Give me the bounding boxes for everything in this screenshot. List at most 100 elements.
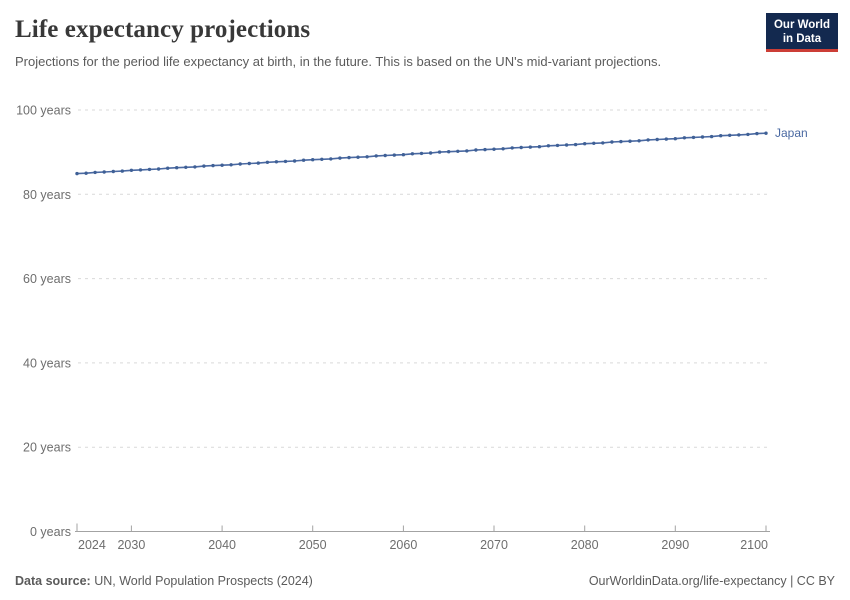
data-point bbox=[419, 151, 424, 156]
data-source-label: Data source: bbox=[15, 574, 91, 588]
data-point bbox=[129, 168, 134, 172]
data-point bbox=[592, 141, 596, 145]
data-point bbox=[628, 139, 632, 143]
series-label: Japan bbox=[775, 126, 808, 140]
data-point bbox=[673, 137, 677, 141]
data-point bbox=[465, 149, 469, 153]
owid-logo-line2: in Data bbox=[782, 33, 822, 45]
data-point bbox=[764, 131, 768, 135]
data-point bbox=[220, 163, 224, 167]
data-point bbox=[601, 141, 605, 145]
data-point bbox=[338, 156, 342, 160]
data-point bbox=[437, 150, 442, 154]
data-point bbox=[700, 135, 705, 139]
chart-header: Life expectancy projections Projections … bbox=[0, 0, 850, 71]
data-point bbox=[156, 167, 161, 171]
data-point bbox=[274, 160, 279, 164]
data-point bbox=[528, 145, 532, 149]
x-tick-label: 2070 bbox=[480, 538, 508, 552]
data-point bbox=[301, 158, 306, 162]
data-point bbox=[238, 162, 242, 166]
data-point bbox=[410, 152, 415, 156]
y-tick-label: 80 years bbox=[23, 188, 71, 202]
data-point bbox=[365, 155, 369, 159]
data-point bbox=[75, 171, 79, 176]
data-point bbox=[320, 157, 324, 161]
data-point bbox=[573, 142, 578, 147]
chart-subtitle: Projections for the period life expectan… bbox=[15, 54, 662, 69]
data-point bbox=[447, 150, 451, 154]
data-point bbox=[229, 163, 233, 167]
data-point bbox=[519, 145, 523, 150]
data-point bbox=[193, 165, 197, 169]
data-point bbox=[746, 132, 750, 137]
data-point bbox=[619, 139, 623, 144]
x-tick-label: 2090 bbox=[661, 538, 689, 552]
data-point bbox=[610, 140, 614, 144]
data-point bbox=[292, 159, 297, 163]
y-tick-label: 60 years bbox=[23, 272, 71, 286]
data-point bbox=[392, 153, 396, 157]
page-title: Life expectancy projections bbox=[15, 16, 311, 43]
data-point bbox=[728, 133, 732, 137]
data-point bbox=[93, 170, 97, 175]
data-point bbox=[102, 170, 106, 174]
data-point bbox=[555, 143, 560, 148]
credit-link[interactable]: OurWorldinData.org/life-expectancy | CC … bbox=[588, 574, 835, 588]
x-tick-label: 2050 bbox=[299, 538, 327, 552]
x-tick-label: 2060 bbox=[389, 538, 417, 552]
data-point bbox=[211, 163, 215, 168]
data-point bbox=[311, 158, 315, 162]
data-point bbox=[456, 149, 460, 153]
data-point bbox=[483, 147, 487, 152]
data-point bbox=[111, 169, 116, 174]
data-point bbox=[682, 136, 687, 140]
y-tick-label: 20 years bbox=[23, 441, 71, 455]
data-point bbox=[166, 166, 170, 170]
data-point bbox=[537, 145, 542, 149]
data-point bbox=[138, 168, 143, 172]
data-point bbox=[256, 161, 260, 165]
data-point bbox=[329, 157, 333, 161]
y-tick-label: 0 years bbox=[30, 525, 71, 539]
chart-footer: Data source: UN, World Population Prospe… bbox=[15, 574, 835, 588]
data-point bbox=[755, 131, 759, 136]
data-point bbox=[655, 137, 659, 142]
data-point bbox=[546, 144, 551, 148]
x-tick-label: 2030 bbox=[117, 538, 145, 552]
x-tick-label: 2024 bbox=[78, 538, 106, 552]
x-tick-label: 2100 bbox=[740, 538, 768, 552]
data-point bbox=[691, 135, 696, 140]
data-point bbox=[247, 161, 251, 166]
x-tick-label: 2080 bbox=[571, 538, 599, 552]
data-point bbox=[356, 155, 360, 159]
data-point bbox=[646, 138, 650, 142]
data-point bbox=[637, 139, 641, 143]
data-point bbox=[175, 166, 179, 170]
data-point bbox=[719, 134, 723, 138]
y-tick-label: 100 years bbox=[16, 104, 71, 118]
data-point bbox=[474, 148, 478, 152]
data-point bbox=[383, 153, 387, 158]
data-point bbox=[401, 153, 406, 157]
data-point bbox=[147, 167, 152, 172]
data-point bbox=[374, 154, 378, 158]
y-tick-label: 40 years bbox=[23, 356, 71, 370]
data-source-value: UN, World Population Prospects (2024) bbox=[94, 574, 313, 588]
data-point bbox=[492, 147, 496, 151]
owid-logo-line1: Our World bbox=[773, 19, 830, 31]
owid-logo[interactable]: Our World in Data bbox=[765, 13, 838, 52]
data-point bbox=[428, 151, 433, 155]
data-point bbox=[184, 165, 188, 169]
data-point bbox=[709, 134, 714, 139]
data-point bbox=[202, 164, 206, 168]
data-point bbox=[265, 160, 270, 164]
data-point bbox=[564, 143, 569, 147]
series-japan[interactable]: Japan bbox=[75, 126, 808, 176]
data-point bbox=[84, 171, 88, 175]
x-tick-label: 2040 bbox=[208, 538, 236, 552]
data-point bbox=[664, 137, 668, 141]
data-point bbox=[583, 142, 587, 146]
